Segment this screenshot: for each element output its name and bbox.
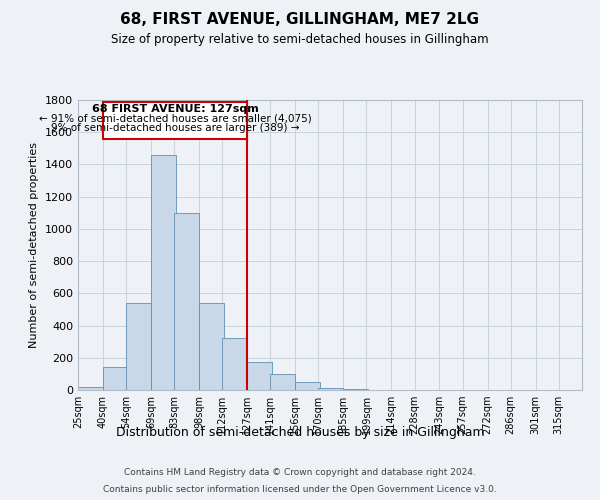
Bar — [271, 374, 295, 390]
Bar — [319, 388, 343, 390]
Text: 68, FIRST AVENUE, GILLINGHAM, ME7 2LG: 68, FIRST AVENUE, GILLINGHAM, ME7 2LG — [121, 12, 479, 28]
Bar — [222, 338, 247, 390]
Bar — [126, 303, 151, 390]
Text: Size of property relative to semi-detached houses in Gillingham: Size of property relative to semi-detach… — [111, 32, 489, 46]
Bar — [247, 362, 272, 390]
Bar — [103, 368, 128, 390]
Bar — [78, 387, 103, 390]
Text: Distribution of semi-detached houses by size in Gillingham: Distribution of semi-detached houses by … — [116, 426, 484, 439]
Text: 68 FIRST AVENUE: 127sqm: 68 FIRST AVENUE: 127sqm — [92, 104, 259, 114]
Text: 9% of semi-detached houses are larger (389) →: 9% of semi-detached houses are larger (3… — [51, 123, 299, 133]
Text: Contains public sector information licensed under the Open Government Licence v3: Contains public sector information licen… — [103, 486, 497, 494]
Bar — [151, 155, 176, 390]
Text: Contains HM Land Registry data © Crown copyright and database right 2024.: Contains HM Land Registry data © Crown c… — [124, 468, 476, 477]
Bar — [343, 389, 368, 390]
Text: ← 91% of semi-detached houses are smaller (4,075): ← 91% of semi-detached houses are smalle… — [38, 114, 311, 124]
Bar — [295, 382, 320, 390]
Bar — [199, 303, 224, 390]
Y-axis label: Number of semi-detached properties: Number of semi-detached properties — [29, 142, 40, 348]
Bar — [174, 213, 199, 390]
Bar — [103, 102, 247, 140]
